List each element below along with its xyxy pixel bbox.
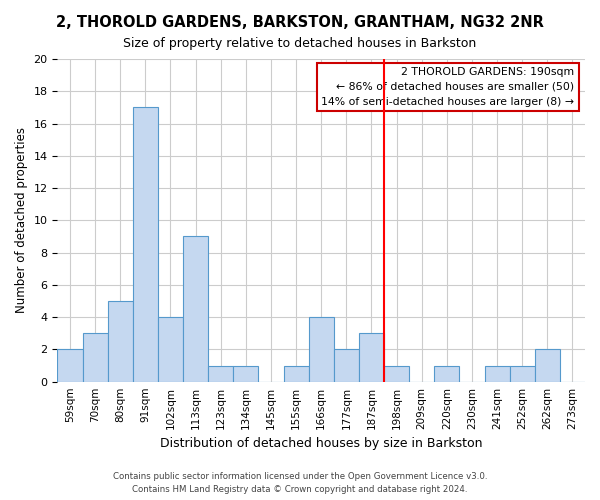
X-axis label: Distribution of detached houses by size in Barkston: Distribution of detached houses by size … (160, 437, 482, 450)
Text: Size of property relative to detached houses in Barkston: Size of property relative to detached ho… (124, 38, 476, 51)
Bar (485, 366, 509, 382)
Bar (83, 334, 107, 382)
Text: 2, THOROLD GARDENS, BARKSTON, GRANTHAM, NG32 2NR: 2, THOROLD GARDENS, BARKSTON, GRANTHAM, … (56, 15, 544, 30)
Text: Contains public sector information licensed under the Open Government Licence v3: Contains public sector information licen… (113, 472, 487, 481)
Bar (334, 350, 359, 382)
Bar (107, 301, 133, 382)
Text: Contains HM Land Registry data © Crown copyright and database right 2024.: Contains HM Land Registry data © Crown c… (132, 485, 468, 494)
Text: 2 THOROLD GARDENS: 190sqm
← 86% of detached houses are smaller (50)
14% of semi-: 2 THOROLD GARDENS: 190sqm ← 86% of detac… (322, 67, 574, 106)
Bar (308, 317, 334, 382)
Bar (158, 317, 183, 382)
Bar (434, 366, 460, 382)
Bar (133, 108, 158, 382)
Bar (233, 366, 259, 382)
Bar (208, 366, 233, 382)
Bar (509, 366, 535, 382)
Bar (384, 366, 409, 382)
Bar (359, 334, 384, 382)
Bar (284, 366, 308, 382)
Bar (183, 236, 208, 382)
Bar (535, 350, 560, 382)
Bar (58, 350, 83, 382)
Y-axis label: Number of detached properties: Number of detached properties (15, 128, 28, 314)
